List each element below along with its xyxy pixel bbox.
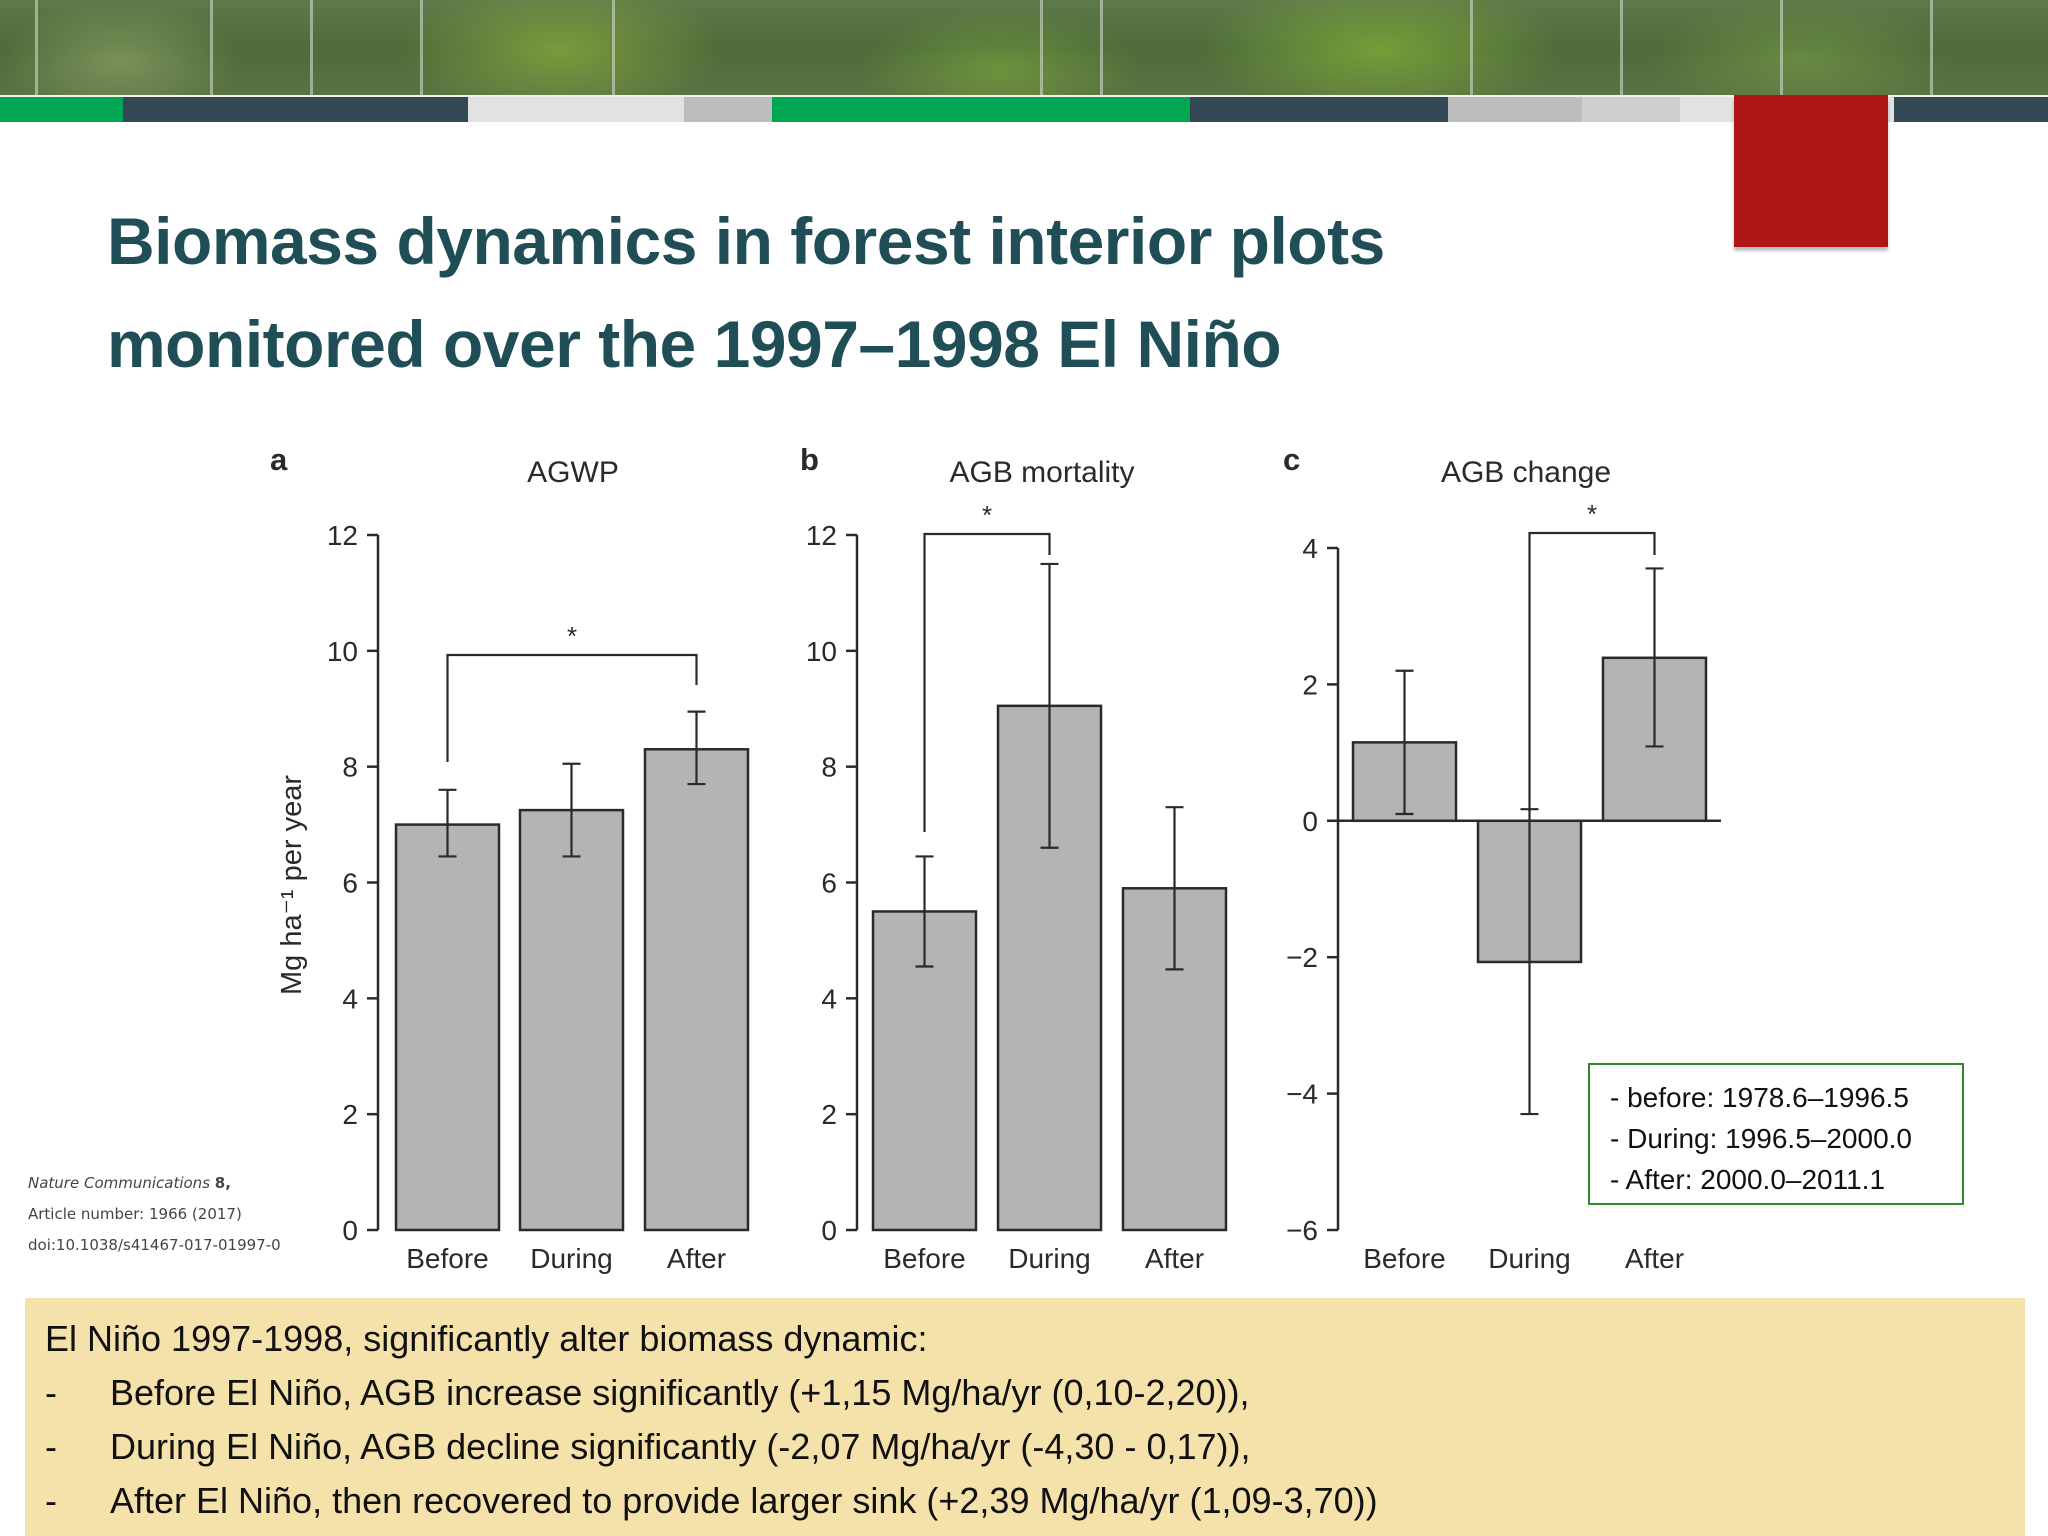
y-tick-label: 12 (327, 520, 358, 551)
figure-panels: a AGWP 0 2 4 6 8 10 12 Before During After * b AGB mo… (270, 442, 1721, 1274)
citation: Nature Communications 8, Article number:… (28, 1168, 281, 1261)
significance-bracket (923, 532, 1051, 832)
bullet-dash: - (45, 1426, 57, 1467)
y-tick-label: 10 (806, 636, 837, 667)
y-tick-label: 0 (342, 1215, 358, 1246)
y-tick-label: 2 (821, 1099, 837, 1130)
significance-star: * (567, 621, 577, 651)
chart-panel-c: c AGB change −6 −4 −2 0 2 4 Before During After * (1283, 442, 1721, 1274)
period-after: - After: 2000.0–2011.1 (1610, 1164, 1886, 1195)
y-axis-label: Mg ha⁻¹ per year (276, 775, 308, 995)
bar (643, 748, 750, 1232)
summary-bullet: - After El Niño, then recovered to provi… (45, 1474, 2025, 1528)
title-line-1: Biomass dynamics in forest interior plot… (107, 204, 1385, 278)
forest-banner-image (0, 0, 2048, 97)
chart-panel-a: a AGWP 0 2 4 6 8 10 12 Before During After * (270, 442, 750, 1274)
y-tick-label: 4 (342, 983, 358, 1014)
bar-charts-svg: a AGWP 0 2 4 6 8 10 12 Before During After * b AGB mo… (270, 442, 1721, 1274)
y-tick-label: 4 (1302, 533, 1318, 564)
stripe-divider (0, 95, 2048, 97)
y-tick-label: 8 (342, 752, 358, 783)
y-tick-label: 0 (821, 1215, 837, 1246)
y-tick-label: −6 (1286, 1215, 1318, 1246)
x-category-label: After (1145, 1243, 1204, 1274)
chart-title: AGB mortality (949, 456, 1134, 489)
significance-bracket (446, 653, 698, 762)
y-tick-label: 6 (821, 868, 837, 899)
panel-letter: c (1283, 442, 1300, 477)
citation-article: Article number: 1966 (2017) (28, 1205, 242, 1223)
y-tick-label: −2 (1286, 942, 1318, 973)
y-tick-label: −4 (1286, 1079, 1318, 1110)
red-accent-block (1734, 97, 1888, 247)
y-tick-label: 2 (1302, 669, 1318, 700)
bullet-dash: - (45, 1372, 57, 1413)
x-category-label: After (667, 1243, 726, 1274)
citation-journal: Nature Communications (28, 1174, 211, 1192)
summary-box: El Niño 1997-1998, significantly alter b… (25, 1298, 2025, 1536)
chart-title: AGB change (1441, 456, 1611, 489)
significance-bracket (1528, 531, 1656, 812)
panel-letter: b (800, 442, 819, 477)
svg-text:Mg ha⁻¹ per year: Mg ha⁻¹ per year (276, 775, 308, 995)
bullet-text: During El Niño, AGB decline significantl… (110, 1426, 1251, 1467)
bullet-text: After El Niño, then recovered to provide… (110, 1480, 1378, 1521)
y-tick-label: 4 (821, 983, 837, 1014)
bar (394, 823, 501, 1232)
x-category-label: During (1008, 1243, 1090, 1274)
bar (518, 808, 625, 1232)
chart-title: AGWP (527, 456, 619, 489)
x-category-label: During (1488, 1243, 1570, 1274)
y-tick-label: 6 (342, 868, 358, 899)
x-category-label: After (1625, 1243, 1684, 1274)
x-category-label: Before (1363, 1243, 1446, 1274)
x-category-label: Before (883, 1243, 966, 1274)
period-during: - During: 1996.5–2000.0 (1610, 1123, 1912, 1154)
title-line-2: monitored over the 1997–1998 El Niño (107, 307, 1282, 381)
citation-volume: 8, (214, 1174, 231, 1192)
summary-bullet: - Before El Niño, AGB increase significa… (45, 1366, 2025, 1420)
bullet-dash: - (45, 1480, 57, 1521)
y-tick-label: 0 (1302, 806, 1318, 837)
period-before: - before: 1978.6–1996.5 (1610, 1082, 1909, 1113)
y-tick-label: 12 (806, 520, 837, 551)
y-tick-label: 8 (821, 752, 837, 783)
significance-star: * (1587, 499, 1597, 529)
panel-letter: a (270, 442, 288, 477)
summary-intro: El Niño 1997-1998, significantly alter b… (45, 1318, 928, 1359)
bullet-text: Before El Niño, AGB increase significant… (110, 1372, 1250, 1413)
period-definitions-box: - before: 1978.6–1996.5 - During: 1996.5… (1588, 1063, 1964, 1205)
summary-bullet: - During El Niño, AGB decline significan… (45, 1420, 2025, 1474)
y-tick-label: 2 (342, 1099, 358, 1130)
slide-title: Biomass dynamics in forest interior plot… (107, 190, 1385, 396)
chart-panel-b: b AGB mortality 0 2 4 6 8 10 12 Before During After… (800, 442, 1228, 1274)
significance-star: * (982, 500, 992, 530)
citation-doi: doi:10.1038/s41467-017-01997-0 (28, 1236, 281, 1254)
x-category-label: Before (406, 1243, 489, 1274)
y-tick-label: 10 (327, 636, 358, 667)
x-category-label: During (530, 1243, 612, 1274)
